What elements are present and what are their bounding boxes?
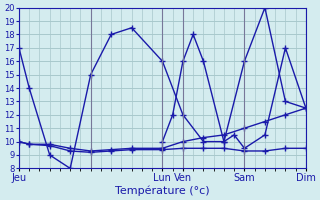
X-axis label: Température (°c): Température (°c) [115,185,210,196]
